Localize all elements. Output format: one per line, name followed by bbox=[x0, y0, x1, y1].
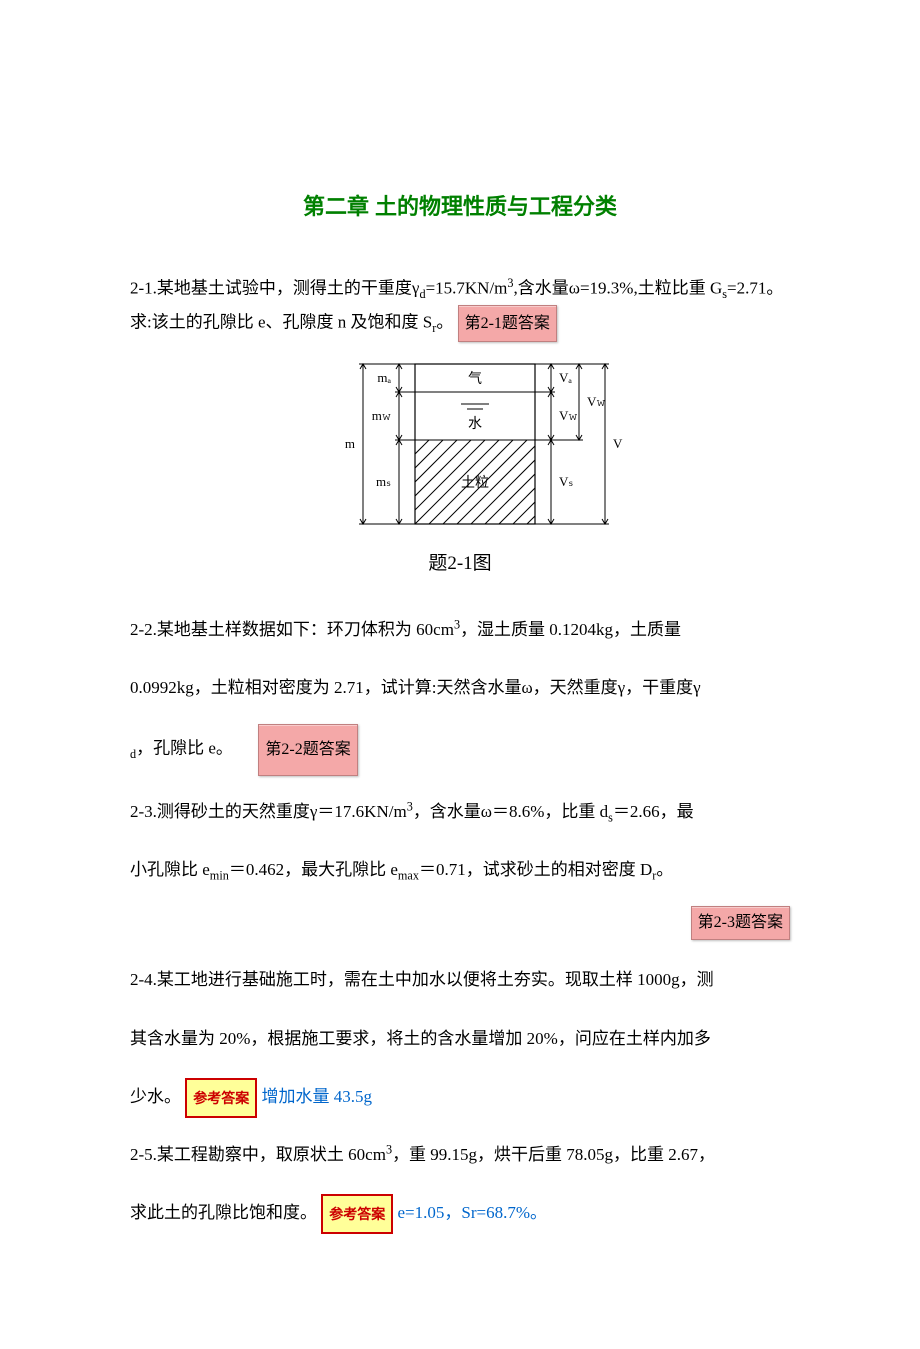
q23-l1a: 2-3.测得砂土的天然重度γ＝17.6KN/m bbox=[130, 802, 407, 821]
svg-text:土粒: 土粒 bbox=[461, 475, 489, 491]
q21-tail: 。 bbox=[436, 312, 453, 331]
svg-text:V𝚠: V𝚠 bbox=[559, 408, 578, 423]
q23-l1b: ，含水量ω＝8.6%，比重 d bbox=[413, 802, 608, 821]
answer-text-2-4: 增加水量 43.5g bbox=[262, 1087, 373, 1106]
q23-l2c: ＝0.71，试求砂土的相对密度 D bbox=[419, 860, 652, 879]
chapter-title: 第二章 土的物理性质与工程分类 bbox=[130, 190, 790, 223]
question-2-5-l1: 2-5.某工程勘察中，取原状土 60cm3，重 99.15g，烘干后重 78.0… bbox=[130, 1133, 790, 1177]
q21-mid1: =15.7KN/m bbox=[426, 279, 508, 298]
question-2-1: 2-1.某地基土试验中，测得土的干重度γd=15.7KN/m3,含水量ω=19.… bbox=[130, 273, 790, 342]
svg-text:m: m bbox=[345, 436, 355, 451]
q25-l1b: ，重 99.15g，烘干后重 78.05g，比重 2.67， bbox=[392, 1145, 715, 1164]
answer-link-2-3[interactable]: 第2-3题答案 bbox=[691, 906, 790, 940]
question-2-4-l2: 其含水量为 20%，根据施工要求，将土的含水量增加 20%，问应在土样内加多 bbox=[130, 1017, 790, 1061]
svg-text:mₛ: mₛ bbox=[376, 474, 391, 489]
q25-l2a: 求此土的孔隙比饱和度。 bbox=[130, 1203, 317, 1222]
q25-l1a: 2-5.某工程勘察中，取原状土 60cm bbox=[130, 1145, 386, 1164]
question-2-4-l1: 2-4.某工地进行基础施工时，需在土中加水以便将土夯实。现取土样 1000g，测 bbox=[130, 958, 790, 1002]
answer-link-2-2[interactable]: 第2-2题答案 bbox=[258, 724, 357, 776]
question-2-3-l2: 小孔隙比 emin＝0.462，最大孔隙比 emax＝0.71，试求砂土的相对密… bbox=[130, 848, 790, 892]
svg-text:气: 气 bbox=[468, 371, 482, 387]
q23-l2b: ＝0.462，最大孔隙比 e bbox=[229, 860, 398, 879]
answer-link-2-1[interactable]: 第2-1题答案 bbox=[458, 305, 557, 342]
q21-text: 2-1.某地基土试验中，测得土的干重度γ bbox=[130, 279, 419, 298]
reference-answer-2-4[interactable]: 参考答案 bbox=[185, 1078, 257, 1118]
svg-text:V: V bbox=[613, 436, 623, 451]
svg-text:V𝚠: V𝚠 bbox=[587, 394, 606, 409]
question-2-2-l1: 2-2.某地基土样数据如下：环刀体积为 60cm3，湿土质量 0.1204kg，… bbox=[130, 608, 790, 652]
q21-mid2: ,含水量ω=19.3%,土粒比重 G bbox=[514, 279, 723, 298]
q22-l1a: 2-2.某地基土样数据如下：环刀体积为 60cm bbox=[130, 620, 454, 639]
reference-answer-2-5[interactable]: 参考答案 bbox=[321, 1194, 393, 1234]
q23-sub2: min bbox=[210, 869, 229, 883]
question-2-5-l2: 求此土的孔隙比饱和度。 参考答案 e=1.05，Sr=68.7%。 bbox=[130, 1191, 790, 1235]
q23-l2d: 。 bbox=[656, 860, 673, 879]
svg-text:Vₐ: Vₐ bbox=[559, 370, 572, 385]
q23-l2a: 小孔隙比 e bbox=[130, 860, 210, 879]
q23-l1c: ＝2.66，最 bbox=[613, 802, 694, 821]
q22-l1b: ，湿土质量 0.1204kg，土质量 bbox=[460, 620, 681, 639]
question-2-2-l3: d，孔隙比 e。 第2-2题答案 bbox=[130, 724, 790, 776]
question-2-3-l1: 2-3.测得砂土的天然重度γ＝17.6KN/m3，含水量ω＝8.6%，比重 ds… bbox=[130, 790, 790, 834]
question-2-4-l3: 少水。 参考答案 增加水量 43.5g bbox=[130, 1075, 790, 1119]
q24-l3a: 少水。 bbox=[130, 1087, 181, 1106]
figure-caption: 题2-1图 bbox=[130, 550, 790, 579]
answer-text-2-5: e=1.05，Sr=68.7%。 bbox=[398, 1203, 548, 1222]
svg-text:m𝚠: m𝚠 bbox=[372, 408, 391, 423]
svg-text:Vₛ: Vₛ bbox=[559, 474, 573, 489]
figure-2-1: 气水土粒 mₐ m𝚠 mₛ m Vₐ V𝚠 Vₛ V𝚠 V bbox=[130, 354, 790, 542]
q22-l3a: ，孔隙比 e。 bbox=[136, 739, 233, 758]
q23-sub3: max bbox=[398, 869, 419, 883]
svg-text:mₐ: mₐ bbox=[377, 370, 391, 385]
svg-text:水: 水 bbox=[468, 416, 482, 432]
phase-diagram-svg: 气水土粒 mₐ m𝚠 mₛ m Vₐ V𝚠 Vₛ V𝚠 V bbox=[295, 354, 625, 534]
question-2-2-l2: 0.0992kg，土粒相对密度为 2.71，试计算:天然含水量ω，天然重度γ，干… bbox=[130, 666, 790, 710]
answer-2-3-wrap: 第2-3题答案 bbox=[130, 906, 790, 940]
